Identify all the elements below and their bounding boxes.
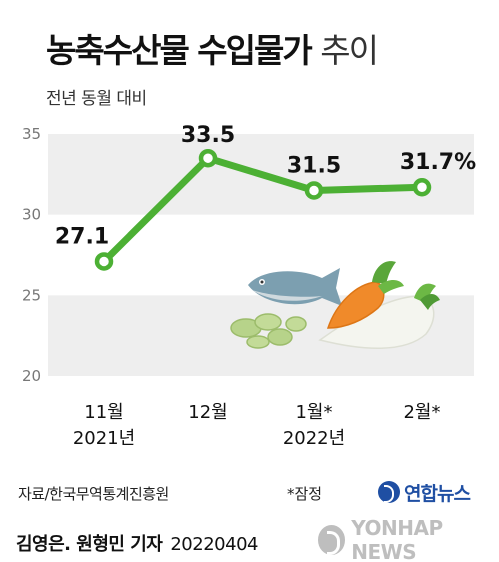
x-tick-label: 2월* bbox=[403, 402, 440, 423]
data-label: 31.7% bbox=[400, 150, 476, 175]
byline-authors: 김영은. 원형민 기자 bbox=[16, 534, 163, 555]
y-axis-ticks: 20 25 30 35 bbox=[22, 125, 41, 385]
data-point bbox=[94, 252, 114, 271]
byline-date: 20220404 bbox=[170, 534, 258, 555]
x-tick-label: 12월 bbox=[188, 402, 227, 423]
y-tick-label: 20 bbox=[22, 367, 41, 385]
x-tick-year-label: 2021년 bbox=[73, 428, 135, 449]
yonhap-logo-icon bbox=[378, 481, 400, 503]
y-tick-label: 30 bbox=[22, 206, 41, 224]
yonhap-logo-text: 연합뉴스 bbox=[404, 482, 471, 505]
series-line bbox=[100, 154, 426, 265]
x-tick-label: 1월* bbox=[295, 402, 332, 423]
watermark-logo-icon bbox=[318, 525, 346, 555]
y-tick-label: 25 bbox=[22, 286, 41, 304]
yonhap-logo: 연합뉴스 bbox=[378, 478, 471, 506]
title-light: 추이 bbox=[320, 31, 379, 70]
yonhap-watermark: YONHAP NEWS bbox=[318, 516, 499, 562]
food-illustration bbox=[230, 261, 440, 349]
data-point bbox=[412, 177, 432, 197]
provisional-note: *잠정 bbox=[287, 485, 323, 503]
data-point bbox=[304, 181, 324, 200]
page-title: 농축수산물 수입물가 추이 bbox=[46, 24, 379, 72]
byline: 김영은. 원형민 기자 20220404 bbox=[16, 530, 258, 556]
fish-icon bbox=[248, 268, 342, 306]
title-bold: 농축수산물 수입물가 bbox=[46, 31, 313, 70]
x-tick-label: 11월 bbox=[84, 402, 123, 423]
data-label: 31.5 bbox=[287, 153, 341, 178]
series-line-layer bbox=[94, 148, 432, 271]
carrot-icon bbox=[326, 261, 404, 329]
line-chart: 20 25 30 35 bbox=[22, 123, 476, 449]
x-tick-year-label: 2022년 bbox=[283, 428, 345, 449]
data-point bbox=[198, 148, 218, 168]
beans-icon bbox=[230, 313, 307, 349]
source-text: 자료/한국무역통계진흥원 bbox=[18, 485, 169, 503]
y-tick-label: 35 bbox=[22, 125, 41, 143]
data-label: 33.5 bbox=[181, 123, 235, 148]
data-label: 27.1 bbox=[55, 224, 109, 249]
chart-subtitle: 전년 동월 대비 bbox=[46, 89, 147, 109]
watermark-text: YONHAP NEWS bbox=[351, 516, 443, 562]
x-axis-categories: 11월 2021년 12월 1월* 2022년 2월* bbox=[73, 402, 441, 449]
radish-icon bbox=[318, 283, 440, 349]
data-labels: 27.1 33.5 31.5 31.7% bbox=[55, 123, 476, 249]
